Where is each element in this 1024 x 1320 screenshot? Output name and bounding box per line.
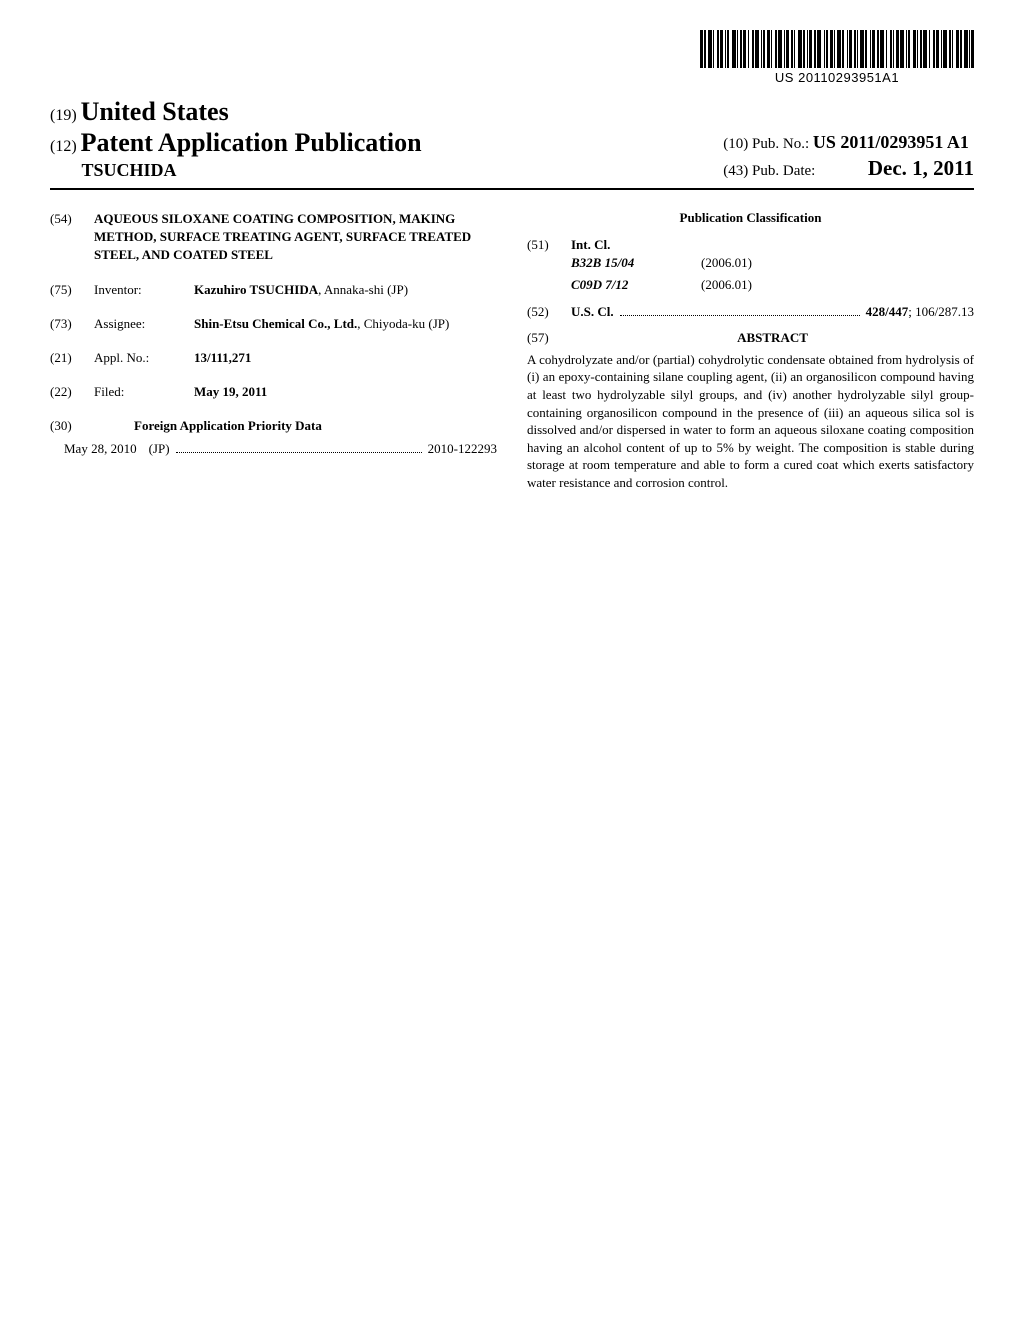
priority-country: (JP) xyxy=(149,441,170,457)
pubno-code: (10) xyxy=(723,136,748,152)
filed-code: (22) xyxy=(50,383,94,401)
intcl-2-year: (2006.01) xyxy=(701,276,752,294)
barcode-number: US 20110293951A1 xyxy=(700,70,974,85)
inventor-row: (75) Inventor: Kazuhiro TSUCHIDA, Annaka… xyxy=(50,281,497,299)
barcode: US 20110293951A1 xyxy=(700,30,974,85)
left-column: (54) AQUEOUS SILOXANE COATING COMPOSITIO… xyxy=(50,210,497,491)
pubno-value: US 2011/0293951 A1 xyxy=(813,132,969,152)
dotted-leader xyxy=(176,443,422,453)
applno-label: Appl. No.: xyxy=(94,349,194,367)
inventor-surname: TSUCHIDA xyxy=(50,160,422,182)
priority-heading: Foreign Application Priority Data xyxy=(94,417,497,435)
pub-line: (12) Patent Application Publication xyxy=(50,127,422,158)
inventor-location: , Annaka-shi (JP) xyxy=(318,282,408,297)
priority-number: 2010-122293 xyxy=(428,441,497,457)
applno-code: (21) xyxy=(50,349,94,367)
assignee-code: (73) xyxy=(50,315,94,333)
filed-row: (22) Filed: May 19, 2011 xyxy=(50,383,497,401)
assignee-location: , Chiyoda-ku (JP) xyxy=(357,316,449,331)
priority-date: May 28, 2010 xyxy=(50,441,137,457)
priority-code: (30) xyxy=(50,417,94,435)
pubdate-label: Pub. Date: xyxy=(752,163,815,179)
intcl-entry-2: C09D 7/12 (2006.01) xyxy=(571,276,974,294)
right-column: Publication Classification (51) Int. Cl.… xyxy=(527,210,974,491)
inventor-value-wrap: Kazuhiro TSUCHIDA, Annaka-shi (JP) xyxy=(194,281,497,299)
intcl-2-class: C09D 7/12 xyxy=(571,276,701,294)
assignee-label: Assignee: xyxy=(94,315,194,333)
pubdate-value: Dec. 1, 2011 xyxy=(868,156,974,180)
intcl-1-class: B32B 15/04 xyxy=(571,254,701,272)
intcl-label: Int. Cl. xyxy=(571,236,974,254)
inventor-code: (75) xyxy=(50,281,94,299)
applno-value: 13/111,271 xyxy=(194,349,497,367)
pub-date-line: (43) Pub. Date: Dec. 1, 2011 xyxy=(723,155,974,182)
intcl-row: (51) Int. Cl. B32B 15/04 (2006.01) C09D … xyxy=(527,236,974,299)
assignee-name: Shin-Etsu Chemical Co., Ltd. xyxy=(194,316,357,331)
header-row: (19) United States (12) Patent Applicati… xyxy=(50,96,974,182)
uscl-value: 428/447 xyxy=(866,303,909,321)
abstract-code: (57) xyxy=(527,329,571,347)
title-row: (54) AQUEOUS SILOXANE COATING COMPOSITIO… xyxy=(50,210,497,265)
classification-heading: Publication Classification xyxy=(527,210,974,226)
inventor-name: Kazuhiro TSUCHIDA xyxy=(194,282,318,297)
header-left: (19) United States (12) Patent Applicati… xyxy=(50,96,422,182)
intcl-1-year: (2006.01) xyxy=(701,254,752,272)
title-text: AQUEOUS SILOXANE COATING COMPOSITION, MA… xyxy=(94,210,497,265)
pubdate-code: (43) xyxy=(723,163,748,179)
barcode-bars xyxy=(700,30,974,68)
assignee-row: (73) Assignee: Shin-Etsu Chemical Co., L… xyxy=(50,315,497,333)
abstract-text: A cohydrolyzate and/or (partial) cohydro… xyxy=(527,351,974,491)
country-code: (19) xyxy=(50,107,77,124)
priority-heading-row: (30) Foreign Application Priority Data xyxy=(50,417,497,435)
priority-data-row: May 28, 2010 (JP) 2010-122293 xyxy=(50,441,497,457)
uscl-label: U.S. Cl. xyxy=(571,303,614,321)
main-divider xyxy=(50,188,974,190)
dotted-leader-uscl xyxy=(620,306,860,316)
intcl-code: (51) xyxy=(527,236,571,299)
intcl-value: Int. Cl. B32B 15/04 (2006.01) C09D 7/12 … xyxy=(571,236,974,299)
filed-label: Filed: xyxy=(94,383,194,401)
pub-code: (12) xyxy=(50,138,77,155)
uscl-code: (52) xyxy=(527,303,571,321)
pub-title: Patent Application Publication xyxy=(81,128,422,157)
uscl-value2: ; 106/287.13 xyxy=(908,303,974,321)
two-column-body: (54) AQUEOUS SILOXANE COATING COMPOSITIO… xyxy=(50,210,974,491)
title-code: (54) xyxy=(50,210,94,265)
intcl-entry-1: B32B 15/04 (2006.01) xyxy=(571,254,974,272)
filed-value: May 19, 2011 xyxy=(194,383,497,401)
inventor-label: Inventor: xyxy=(94,281,194,299)
barcode-area: US 20110293951A1 xyxy=(50,30,974,86)
pub-no-line: (10) Pub. No.: US 2011/0293951 A1 xyxy=(723,131,974,155)
uscl-row: (52) U.S. Cl. 428/447; 106/287.13 xyxy=(527,303,974,321)
applno-row: (21) Appl. No.: 13/111,271 xyxy=(50,349,497,367)
header-right: (10) Pub. No.: US 2011/0293951 A1 (43) P… xyxy=(723,131,974,182)
pubno-label: Pub. No.: xyxy=(752,136,809,152)
country-name: United States xyxy=(81,97,229,126)
abstract-heading-row: (57) ABSTRACT xyxy=(527,329,974,347)
assignee-value-wrap: Shin-Etsu Chemical Co., Ltd., Chiyoda-ku… xyxy=(194,315,497,333)
country-line: (19) United States xyxy=(50,96,422,127)
abstract-heading: ABSTRACT xyxy=(571,329,974,347)
